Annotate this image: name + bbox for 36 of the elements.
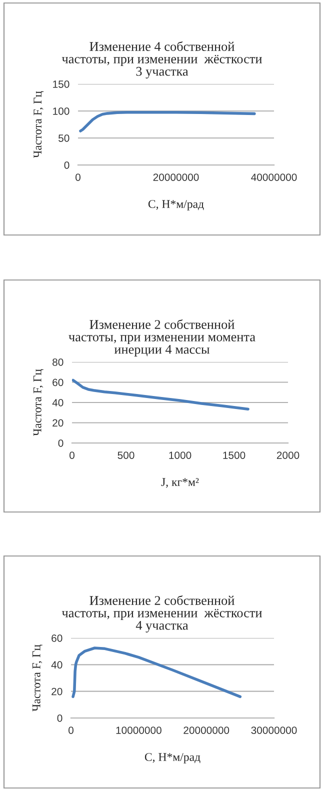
y-tick-label: 50: [58, 134, 70, 142]
y-tick-label: 20: [52, 688, 62, 696]
x-tick-label: 0: [76, 174, 80, 181]
chart-title: Изменение 2 собственной частоты, при изменении момента инерции 4 массы: [68, 319, 256, 356]
y-axis-title: Частота F, Гц: [34, 91, 44, 158]
line-series: [72, 646, 242, 698]
y-tick-label: 80: [52, 358, 64, 366]
y-tick-label: 40: [52, 399, 64, 406]
line-series: [79, 110, 256, 132]
y-tick-label: 20: [52, 419, 64, 427]
x-tick-label: 20000000: [184, 726, 230, 734]
x-axis-title: J, кг*м²: [161, 478, 199, 488]
x-axis-title: C, Н*м/рад: [148, 200, 204, 210]
y-tick-label: 60: [52, 378, 64, 386]
x-tick-label: 20000000: [153, 174, 199, 181]
chart-title: Изменение 2 собственной частоты, при изменении жёсткости 4 участка: [62, 595, 262, 633]
x-tick-label: 0: [70, 452, 74, 459]
x-tick-label: 1000: [169, 452, 192, 459]
x-tick-label: 30000000: [251, 726, 297, 734]
y-tick-label: 150: [53, 80, 70, 88]
y-tick-label: 0: [57, 714, 62, 722]
y-tick-label: 60: [52, 634, 62, 642]
x-tick-label: 40000000: [251, 174, 297, 181]
y-axis-title: Частота F, Гц: [34, 369, 44, 436]
y-axis-title: Частота F, Гц: [32, 644, 43, 712]
x-tick-label: 2000: [276, 452, 300, 459]
x-tick-label: 500: [118, 452, 134, 459]
y-tick-label: 0: [58, 440, 64, 447]
x-tick-label: 10000000: [116, 726, 162, 734]
chart-title: Изменение 4 собственной частоты, при изменении жёсткости 3 участка: [62, 41, 262, 79]
y-tick-label: 0: [64, 162, 70, 169]
y-tick-label: 100: [53, 108, 70, 115]
x-axis-title: C, Н*м/рад: [144, 753, 200, 764]
x-tick-label: 1500: [223, 452, 246, 459]
line-series: [72, 378, 250, 410]
y-tick-label: 40: [51, 661, 62, 669]
